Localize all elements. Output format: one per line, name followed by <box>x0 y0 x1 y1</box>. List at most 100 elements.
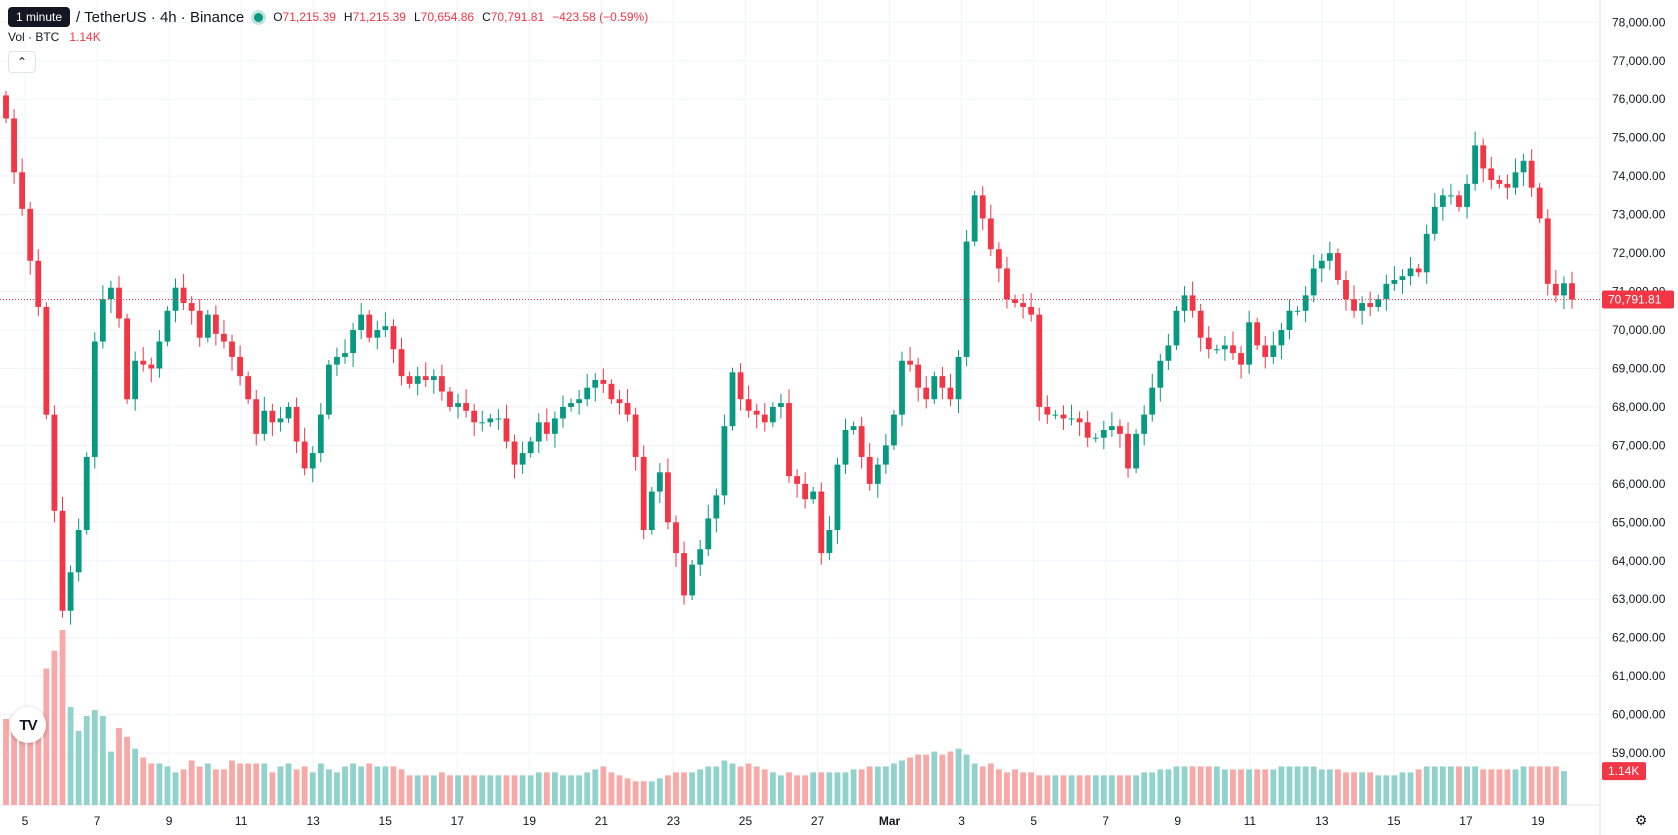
candle-body <box>471 410 478 423</box>
volume-bar <box>75 730 82 805</box>
candle-body <box>1125 433 1131 469</box>
volume-bar <box>778 775 784 805</box>
price-tick-label: 66,000.00 <box>1612 477 1666 491</box>
volume-bar <box>979 766 986 805</box>
volume-bar <box>1205 766 1212 805</box>
candle-body <box>640 456 647 530</box>
volume-bar <box>721 760 728 805</box>
volume-bar <box>552 772 558 805</box>
volume-bar <box>1165 769 1172 805</box>
volume-bar <box>616 775 623 805</box>
time-tick-label: 19 <box>523 814 537 828</box>
volume-bar <box>1286 766 1293 805</box>
volume-bar <box>769 772 776 805</box>
gear-icon[interactable]: ⚙ <box>1634 812 1648 828</box>
volume-bar <box>931 751 938 805</box>
candle-body <box>1012 299 1018 304</box>
candle-body <box>487 418 494 423</box>
volume-bar <box>172 772 179 805</box>
volume-bar <box>124 736 130 805</box>
candle-body <box>1351 299 1357 311</box>
volume-bar <box>11 718 17 805</box>
last-price-label: 70,791.81 <box>1602 290 1674 309</box>
price-tick-label: 62,000.00 <box>1612 631 1666 645</box>
time-tick-label: 11 <box>1244 814 1257 828</box>
last-price-text: 70,791.81 <box>1608 293 1662 307</box>
volume-bar <box>309 772 316 805</box>
volume-bar <box>1133 775 1140 805</box>
volume-bar <box>261 763 268 805</box>
candle-body <box>560 406 566 419</box>
candle-body <box>689 564 696 596</box>
volume-bar <box>1197 766 1204 805</box>
candle-body <box>1536 187 1543 219</box>
volume-bar <box>1375 775 1382 805</box>
candle-body <box>1569 283 1575 300</box>
volume-bar <box>447 775 453 805</box>
high-value: H71,215.39 <box>343 10 406 24</box>
volume-bar <box>899 760 905 805</box>
volume-bar <box>1407 772 1414 805</box>
candle-body <box>1496 180 1503 184</box>
collapse-legend-button[interactable]: ⌃ <box>8 51 36 73</box>
volume-bar <box>1028 772 1035 805</box>
price-tick-label: 72,000.00 <box>1612 246 1666 260</box>
candle-body <box>108 287 114 300</box>
volume-bar <box>43 668 50 805</box>
time-axis[interactable]: 5 7 9 11 13 15 17 19 21 23 25 27 Mar 3 5 7 9 11 13 15 17 19 <box>22 814 1545 828</box>
candle-body <box>1326 253 1333 261</box>
volume-bar <box>624 778 631 805</box>
candle-body <box>681 553 687 596</box>
volume-bar <box>632 781 639 805</box>
candle-body <box>858 426 865 457</box>
price-tick-label: 61,000.00 <box>1612 669 1666 683</box>
candle-body <box>632 414 639 457</box>
tradingview-logo[interactable]: TV <box>10 707 46 743</box>
candle-body <box>11 118 17 173</box>
volume-bar <box>503 775 510 805</box>
volume-bar <box>1552 766 1559 805</box>
candle-body <box>447 391 453 407</box>
candle-body <box>616 399 623 404</box>
candle-body <box>374 330 381 338</box>
volume-bar <box>1359 772 1366 805</box>
time-tick-label: 15 <box>379 814 393 828</box>
volume-bar <box>487 775 494 805</box>
volume-bar <box>1141 772 1148 805</box>
candle-body <box>987 218 994 250</box>
candle-body <box>729 372 736 427</box>
symbol-title[interactable]: / TetherUS · 4h · Binance <box>76 8 245 26</box>
volume-bar <box>350 763 357 805</box>
volume-bar <box>398 769 405 805</box>
volume-bar <box>1488 769 1495 805</box>
candle-body <box>802 483 809 500</box>
volume-bar <box>91 710 98 805</box>
volume-bar <box>1561 771 1567 805</box>
volume-bar <box>27 733 34 805</box>
candle-body <box>1456 195 1462 207</box>
volume-bar <box>681 772 687 805</box>
candle-body <box>1561 283 1567 296</box>
volume-legend-label[interactable]: Vol · BTC <box>8 30 60 44</box>
price-tick-label: 59,000.00 <box>1612 746 1666 760</box>
candle-body <box>1100 430 1107 438</box>
candle-body <box>810 491 817 500</box>
volume-bar <box>527 775 534 805</box>
candle-body <box>1488 168 1495 180</box>
volume-bar <box>1456 766 1462 805</box>
candle-body <box>1108 426 1115 430</box>
price-tick-label: 70,000.00 <box>1612 323 1666 337</box>
candle-body <box>915 364 922 388</box>
price-axis[interactable]: 59,000.00 60,000.00 61,000.00 62,000.00 63,0… <box>1612 15 1666 760</box>
volume-bar <box>253 763 260 805</box>
price-tick-label: 65,000.00 <box>1612 515 1666 529</box>
candle-body <box>648 491 655 530</box>
candle-body <box>1068 418 1075 420</box>
candle-body <box>1278 330 1285 346</box>
volume-bar <box>1052 775 1059 805</box>
candle-body <box>67 572 74 611</box>
market-status-icon[interactable] <box>254 12 264 22</box>
volume-bar <box>1173 766 1180 805</box>
candle-body <box>164 310 171 342</box>
